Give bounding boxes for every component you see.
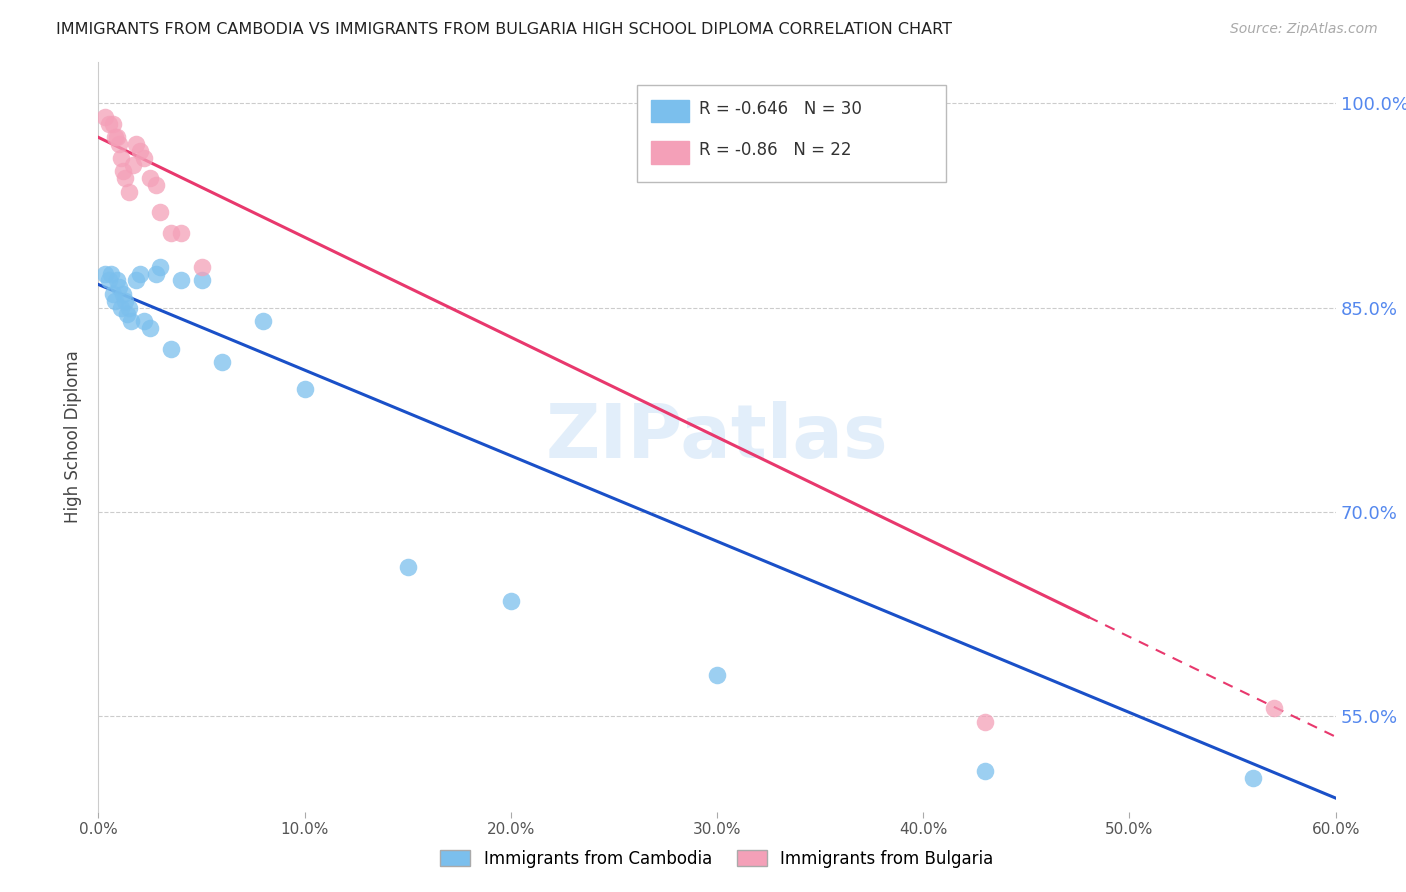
Point: [97, 117, 120, 131]
Point: [190, 260, 212, 274]
Text: R = -0.646   N = 30: R = -0.646 N = 30: [699, 100, 862, 118]
Point: [105, 130, 128, 145]
Point: [139, 321, 162, 335]
Point: [112, 287, 135, 301]
Point: [118, 185, 141, 199]
Text: ZIPatlas: ZIPatlas: [546, 401, 889, 474]
Text: R = -0.86   N = 22: R = -0.86 N = 22: [699, 141, 851, 159]
Point: [104, 293, 127, 308]
Point: [132, 314, 155, 328]
Point: [108, 137, 131, 152]
Point: [974, 714, 997, 729]
Point: [114, 293, 136, 308]
Point: [120, 314, 142, 328]
Y-axis label: High School Diploma: High School Diploma: [65, 351, 83, 524]
Point: [145, 178, 167, 192]
Point: [114, 171, 136, 186]
Point: [100, 267, 122, 281]
Point: [132, 151, 155, 165]
Text: Source: ZipAtlas.com: Source: ZipAtlas.com: [1230, 22, 1378, 37]
Point: [396, 559, 419, 574]
FancyBboxPatch shape: [637, 85, 946, 182]
Point: [159, 342, 181, 356]
Point: [706, 668, 728, 682]
Point: [128, 267, 150, 281]
Text: IMMIGRANTS FROM CAMBODIA VS IMMIGRANTS FROM BULGARIA HIGH SCHOOL DIPLOMA CORRELA: IMMIGRANTS FROM CAMBODIA VS IMMIGRANTS F…: [56, 22, 952, 37]
Point: [93, 110, 115, 124]
Point: [124, 273, 146, 287]
Point: [117, 308, 139, 322]
Point: [211, 355, 233, 369]
Point: [1263, 701, 1285, 715]
Point: [105, 273, 128, 287]
Point: [145, 267, 167, 281]
Point: [149, 260, 172, 274]
Bar: [651, 141, 689, 163]
Point: [108, 280, 131, 294]
Point: [97, 273, 120, 287]
Point: [124, 137, 146, 152]
Point: [101, 117, 124, 131]
Point: [110, 301, 132, 315]
Point: [294, 383, 316, 397]
Point: [170, 226, 193, 240]
Point: [122, 158, 145, 172]
Point: [104, 130, 127, 145]
Bar: [651, 100, 689, 122]
Point: [128, 144, 150, 158]
Point: [974, 764, 997, 778]
Point: [139, 171, 162, 186]
Point: [190, 273, 212, 287]
Point: [118, 301, 141, 315]
Legend: Immigrants from Cambodia, Immigrants from Bulgaria: Immigrants from Cambodia, Immigrants fro…: [434, 843, 1000, 874]
Point: [101, 287, 124, 301]
Point: [159, 226, 181, 240]
Point: [499, 593, 522, 607]
Point: [170, 273, 193, 287]
Point: [93, 267, 115, 281]
Point: [252, 314, 274, 328]
Point: [112, 164, 135, 178]
Point: [1241, 771, 1264, 785]
Point: [110, 151, 132, 165]
Point: [149, 205, 172, 219]
